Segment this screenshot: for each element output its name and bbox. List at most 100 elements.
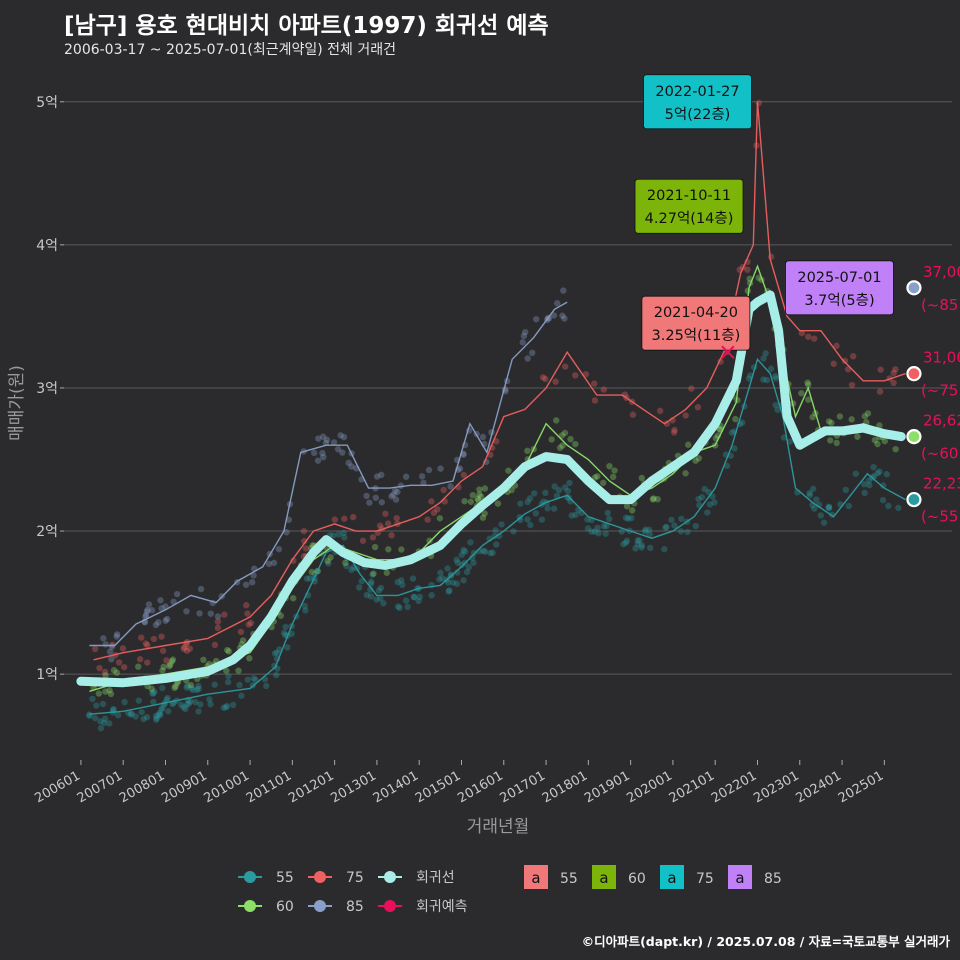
scatter-point-55 <box>701 485 708 493</box>
scatter-point-55 <box>415 597 422 605</box>
scatter-point-55 <box>645 526 653 534</box>
scatter-point-55 <box>138 708 145 716</box>
scatter-point-55 <box>469 554 476 561</box>
scatter-point-75 <box>460 471 468 479</box>
scatter-point-55 <box>325 560 332 567</box>
scatter-point-75 <box>562 363 569 370</box>
scatter-point-55 <box>135 697 143 704</box>
scatter-point-55 <box>661 546 668 553</box>
scatter-point-60 <box>102 688 109 695</box>
scatter-point-55 <box>197 701 204 708</box>
legend-box-glyph: a <box>735 869 744 887</box>
scatter-point-60 <box>436 515 444 522</box>
scatter-point-55 <box>164 694 171 702</box>
scatter-point-55 <box>526 495 534 502</box>
scatter-point-55 <box>806 491 814 499</box>
scatter-point-55 <box>662 524 669 531</box>
scatter-point-55 <box>404 603 411 611</box>
scatter-point-85 <box>170 598 177 605</box>
scatter-point-85 <box>437 465 444 472</box>
scatter-point-85 <box>102 641 109 648</box>
scatter-point-55 <box>870 463 877 471</box>
scatter-point-55 <box>572 511 579 519</box>
scatter-point-55 <box>195 685 202 693</box>
scatter-point-75 <box>849 353 857 360</box>
scatter-point-60 <box>106 687 113 694</box>
scatter-point-55 <box>132 713 139 720</box>
x-tick-label: 202501 <box>836 768 886 806</box>
x-tick-label: 201401 <box>371 768 421 806</box>
scatter-point-60 <box>102 672 109 679</box>
scatter-point-85 <box>113 631 121 638</box>
forecast-point-60 <box>906 429 922 445</box>
scatter-point-55 <box>638 542 646 549</box>
scatter-point-60 <box>148 685 155 692</box>
scatter-point-60 <box>113 669 121 676</box>
scatter-point-85 <box>250 572 257 579</box>
x-tick-label: 202101 <box>667 768 717 806</box>
forecast-value-label: 31,000 <box>923 349 960 367</box>
scatter-point-85 <box>157 597 164 604</box>
x-tick-label: 200701 <box>75 768 125 806</box>
scatter-point-75 <box>183 647 191 654</box>
y-tick-label: 5억 <box>36 95 58 111</box>
scatter-point-75 <box>848 381 856 389</box>
scatter-point-55 <box>561 484 569 491</box>
scatter-point-85 <box>162 603 169 610</box>
scatter-point-85 <box>106 648 114 655</box>
scatter-point-75 <box>91 645 99 653</box>
scatter-point-55 <box>454 569 461 576</box>
scatter-point-60 <box>685 441 692 448</box>
scatter-point-60 <box>461 497 468 505</box>
scatter-point-75 <box>600 386 607 393</box>
legend-marker <box>384 871 396 883</box>
scatter-point-55 <box>373 596 380 603</box>
scatter-point-85 <box>100 635 107 642</box>
scatter-point-85 <box>319 449 326 457</box>
scatter-point-85 <box>214 613 222 620</box>
scatter-point-60 <box>654 495 661 503</box>
scatter-point-55 <box>772 401 779 409</box>
scatter-point-55 <box>767 365 775 372</box>
scatter-point-85 <box>113 633 120 640</box>
scatter-point-75 <box>143 659 151 666</box>
scatter-point-55 <box>763 376 771 384</box>
scatter-point-60 <box>804 379 811 386</box>
scatter-point-60 <box>477 493 485 500</box>
scatter-point-60 <box>805 396 812 403</box>
scatter-point-55 <box>301 602 309 610</box>
scatter-point-55 <box>110 705 117 713</box>
scatter-point-60 <box>825 418 833 425</box>
scatter-point-55 <box>348 566 355 574</box>
scatter-point-55 <box>184 701 191 708</box>
scatter-point-60 <box>805 381 812 389</box>
forecast-area-label: (~85㎡) <box>921 296 960 314</box>
scatter-point-60 <box>861 413 869 420</box>
scatter-point-55 <box>642 526 649 533</box>
scatter-point-55 <box>153 714 161 722</box>
scatter-point-55 <box>706 501 714 508</box>
scatter-point-75 <box>539 374 547 381</box>
scatter-point-60 <box>383 569 391 576</box>
scatter-point-75 <box>663 420 671 427</box>
scatter-point-55 <box>229 701 237 709</box>
scatter-point-60 <box>371 543 379 551</box>
scatter-point-75 <box>382 510 389 517</box>
scatter-point-60 <box>494 500 502 507</box>
scatter-point-60 <box>95 690 103 697</box>
scatter-point-75 <box>211 641 219 649</box>
scatter-point-85 <box>520 332 528 340</box>
scatter-point-75 <box>384 520 392 527</box>
scatter-point-55 <box>394 603 402 610</box>
scatter-point-55 <box>628 514 635 522</box>
scatter-point-55 <box>825 504 832 511</box>
y-tick-label: 3억 <box>36 381 58 397</box>
scatter-point-75 <box>115 659 123 666</box>
scatter-point-85 <box>388 493 395 500</box>
scatter-point-55 <box>636 537 643 544</box>
scatter-point-85 <box>418 473 426 480</box>
scatter-point-85 <box>283 529 290 536</box>
scatter-point-55 <box>698 493 706 501</box>
x-tick-label: 201301 <box>328 768 378 806</box>
scatter-point-55 <box>380 600 387 607</box>
